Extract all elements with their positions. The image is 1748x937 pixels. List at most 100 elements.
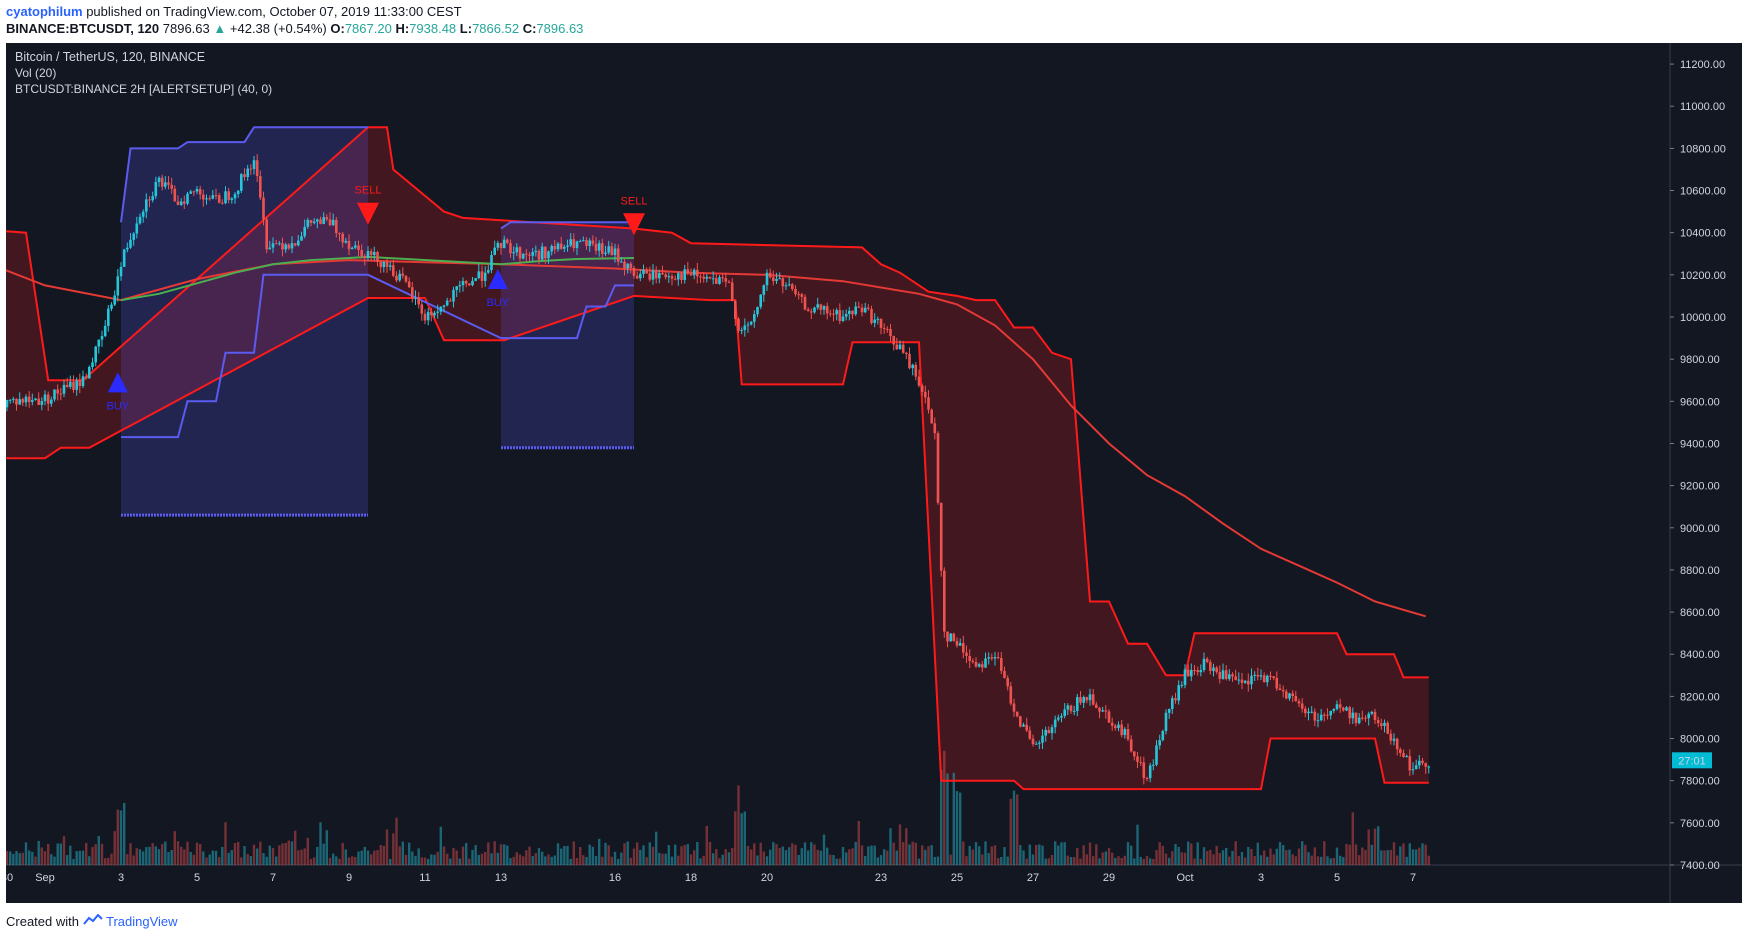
candle-body	[1126, 729, 1130, 740]
candle-body	[8, 399, 12, 401]
candle-body	[594, 243, 598, 251]
candle-body	[547, 251, 550, 259]
volume-bar	[1386, 850, 1389, 865]
volume-bar	[712, 853, 715, 865]
candle-body	[1408, 756, 1412, 771]
sell-signal-4-icon[interactable]	[623, 213, 645, 236]
candle-body	[857, 306, 861, 308]
volume-bar	[1107, 848, 1111, 865]
signal-markers: BUY SELL BUY SELL	[106, 185, 647, 413]
volume-bar	[1342, 857, 1345, 865]
time-tick-label: Sep	[35, 872, 55, 884]
candle-body	[1142, 762, 1146, 779]
candle-body	[1069, 705, 1073, 712]
volume-bar	[427, 858, 430, 865]
volume-bar	[275, 856, 278, 865]
volume-bar	[1247, 847, 1250, 865]
chart-container[interactable]: BUY SELL BUY SELL 11200.00 11000.00 10800.00 1…	[6, 43, 1742, 903]
volume-bar	[1269, 848, 1272, 865]
volume-bar	[1275, 848, 1278, 865]
candle-body	[189, 191, 192, 194]
volume-bar	[186, 841, 189, 865]
tradingview-link[interactable]: TradingView	[106, 914, 178, 929]
candle-body	[1256, 674, 1260, 677]
volume-bar	[1424, 844, 1427, 865]
volume-bar	[1009, 798, 1012, 865]
plot-background[interactable]	[6, 43, 1670, 865]
candle-body	[920, 385, 924, 392]
volume-bar	[528, 846, 531, 865]
author-link[interactable]: cyatophilum	[6, 4, 83, 19]
candle-body	[252, 160, 256, 169]
candle-body	[794, 289, 797, 295]
sell-signal-2-icon[interactable]	[357, 202, 379, 225]
price-tick-label: 8000.00	[1680, 734, 1720, 746]
candle-body	[195, 189, 199, 192]
candle-body	[12, 398, 15, 400]
volume-bar	[1335, 847, 1339, 865]
volume-bar	[1218, 853, 1221, 865]
volume-bar	[1373, 828, 1377, 865]
candle-body	[1319, 714, 1323, 721]
candle-body	[588, 240, 591, 246]
volume-bar	[72, 858, 75, 865]
volume-bar	[940, 770, 943, 865]
volume-bar	[287, 840, 290, 865]
candle-body	[882, 327, 886, 329]
low-label: L:	[459, 21, 473, 36]
red-channel-fill	[6, 127, 1429, 790]
candle-body	[879, 318, 883, 328]
candle-body	[1389, 733, 1393, 741]
candle-body	[509, 243, 512, 254]
time-tick-label: 9	[346, 872, 352, 884]
volume-bar	[389, 859, 392, 865]
price-axis-background[interactable]	[1670, 43, 1742, 903]
candle-body	[886, 328, 889, 330]
volume-bar	[290, 841, 294, 865]
time-axis-background[interactable]	[6, 865, 1670, 903]
volume-bar	[408, 842, 411, 865]
volume-bar	[819, 850, 822, 865]
volume-bar	[569, 858, 572, 865]
volume-bar	[1244, 857, 1247, 865]
volume-bar	[309, 858, 313, 865]
volume-bar	[1364, 849, 1367, 865]
candle-body	[990, 657, 994, 659]
candle-body	[1183, 669, 1187, 686]
volume-bar	[708, 841, 712, 865]
volume-bar	[648, 842, 651, 865]
candle-body	[908, 354, 911, 369]
volume-bar	[769, 849, 772, 865]
volume-bar	[487, 842, 490, 865]
volume-bar	[607, 845, 610, 865]
candle-body	[373, 252, 376, 256]
volume-bar	[50, 854, 53, 865]
price-tick-label: 9000.00	[1680, 523, 1720, 535]
candle-body	[236, 190, 240, 195]
price-tick-label: 7400.00	[1680, 860, 1720, 872]
volume-bar	[1016, 794, 1019, 865]
candle-body	[623, 261, 626, 269]
volume-bar	[1380, 850, 1383, 865]
candle-body	[1313, 711, 1317, 721]
volume-bar	[1307, 852, 1310, 865]
volume-bar	[1202, 847, 1206, 865]
candle-body	[1399, 749, 1402, 753]
volume-bar	[474, 845, 477, 865]
buy-signal-1-icon[interactable]	[107, 372, 128, 393]
volume-bar	[170, 850, 173, 865]
candle-body	[540, 246, 544, 260]
volume-bar	[404, 854, 408, 865]
candle-body	[901, 344, 905, 353]
candle-body	[214, 195, 218, 197]
volume-bar	[1383, 850, 1386, 865]
candle-body	[1304, 708, 1307, 714]
volume-bar	[971, 849, 974, 865]
volume-bar	[509, 858, 512, 865]
candle-body	[1354, 712, 1358, 724]
volume-bar	[537, 848, 541, 865]
volume-bar	[116, 809, 119, 865]
buy-signal-3-icon[interactable]	[487, 269, 508, 290]
candle-body	[281, 243, 284, 250]
